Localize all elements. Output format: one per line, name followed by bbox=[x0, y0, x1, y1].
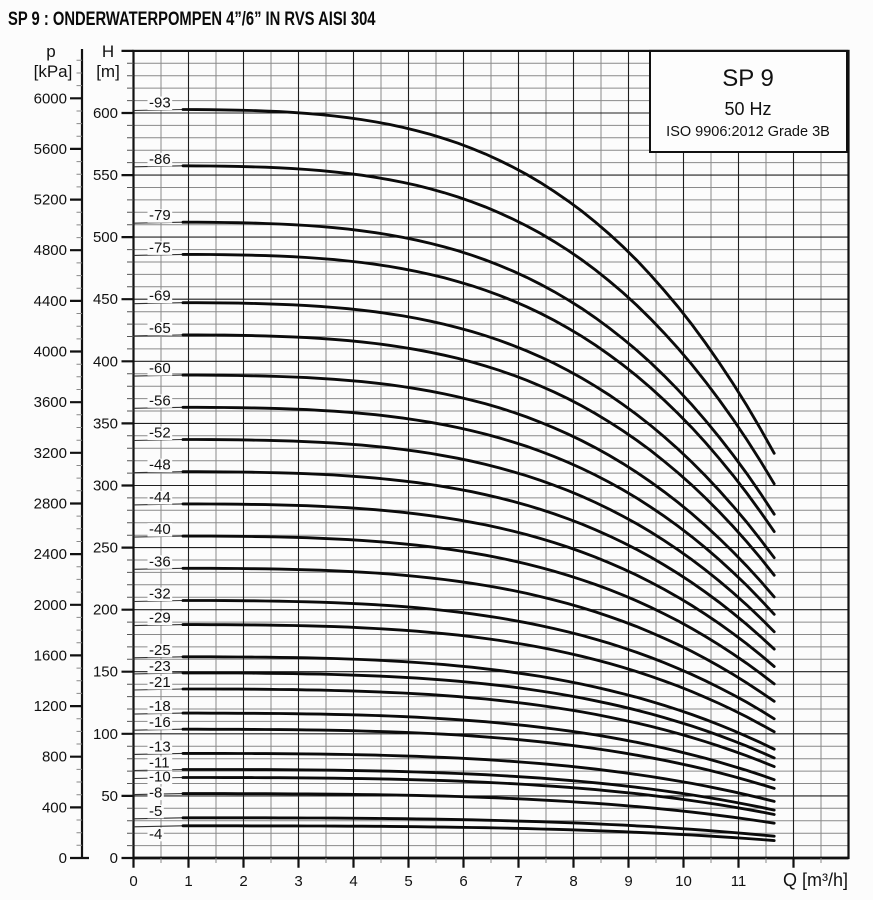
svg-text:0: 0 bbox=[110, 850, 118, 867]
svg-text:350: 350 bbox=[93, 415, 118, 432]
svg-text:SP 9: SP 9 bbox=[722, 65, 774, 92]
svg-text:11: 11 bbox=[731, 873, 747, 890]
svg-text:400: 400 bbox=[42, 799, 67, 816]
svg-text:Q [m³/h]: Q [m³/h] bbox=[783, 870, 848, 890]
svg-text:0: 0 bbox=[59, 850, 67, 867]
svg-text:1200: 1200 bbox=[34, 698, 67, 715]
svg-text:-44: -44 bbox=[149, 489, 171, 506]
svg-text:-52: -52 bbox=[149, 425, 171, 442]
svg-text:-32: -32 bbox=[149, 586, 171, 603]
svg-text:-75: -75 bbox=[149, 239, 171, 256]
svg-text:5600: 5600 bbox=[34, 141, 67, 158]
svg-text:-21: -21 bbox=[149, 674, 171, 691]
svg-text:3: 3 bbox=[294, 873, 302, 890]
svg-text:250: 250 bbox=[93, 540, 118, 557]
svg-text:2: 2 bbox=[239, 873, 247, 890]
svg-text:[kPa]: [kPa] bbox=[34, 62, 73, 81]
svg-text:9: 9 bbox=[624, 873, 632, 890]
svg-text:5200: 5200 bbox=[34, 192, 67, 209]
svg-text:-36: -36 bbox=[149, 553, 171, 570]
svg-text:450: 450 bbox=[93, 291, 118, 308]
svg-text:-13: -13 bbox=[149, 738, 171, 755]
svg-text:7: 7 bbox=[514, 873, 522, 890]
svg-text:-11: -11 bbox=[149, 755, 170, 772]
svg-text:150: 150 bbox=[93, 664, 118, 681]
svg-text:-40: -40 bbox=[149, 521, 171, 538]
svg-text:-16: -16 bbox=[149, 714, 171, 731]
svg-text:0: 0 bbox=[129, 873, 137, 890]
svg-text:-48: -48 bbox=[149, 457, 171, 474]
svg-text:-60: -60 bbox=[149, 360, 171, 377]
svg-text:-25: -25 bbox=[149, 642, 171, 659]
svg-text:-86: -86 bbox=[149, 151, 171, 168]
svg-text:600: 600 bbox=[93, 105, 118, 122]
svg-text:800: 800 bbox=[42, 749, 67, 766]
svg-text:-23: -23 bbox=[149, 658, 171, 675]
svg-text:550: 550 bbox=[93, 167, 118, 184]
svg-text:-56: -56 bbox=[149, 392, 171, 409]
svg-text:-65: -65 bbox=[149, 320, 171, 337]
svg-text:4800: 4800 bbox=[34, 242, 67, 259]
svg-text:-69: -69 bbox=[149, 288, 171, 305]
svg-text:p: p bbox=[46, 42, 55, 61]
svg-text:-8: -8 bbox=[149, 785, 162, 802]
svg-text:-18: -18 bbox=[149, 698, 171, 715]
svg-text:-5: -5 bbox=[149, 803, 162, 820]
svg-text:50: 50 bbox=[101, 788, 118, 805]
svg-text:4000: 4000 bbox=[34, 344, 67, 361]
svg-text:ISO 9906:2012 Grade 3B: ISO 9906:2012 Grade 3B bbox=[666, 124, 830, 140]
svg-text:6: 6 bbox=[459, 873, 467, 890]
svg-text:10: 10 bbox=[675, 873, 692, 890]
svg-text:4400: 4400 bbox=[34, 293, 67, 310]
svg-text:2400: 2400 bbox=[34, 546, 67, 563]
svg-text:8: 8 bbox=[569, 873, 577, 890]
svg-text:50 Hz: 50 Hz bbox=[724, 99, 771, 119]
svg-text:H: H bbox=[102, 42, 114, 61]
svg-text:300: 300 bbox=[93, 478, 118, 495]
svg-text:400: 400 bbox=[93, 353, 118, 370]
svg-text:2000: 2000 bbox=[34, 597, 67, 614]
svg-text:2800: 2800 bbox=[34, 496, 67, 513]
svg-text:5: 5 bbox=[404, 873, 412, 890]
svg-text:1600: 1600 bbox=[34, 647, 67, 664]
svg-text:4: 4 bbox=[349, 873, 357, 890]
svg-text:200: 200 bbox=[93, 602, 118, 619]
svg-text:1: 1 bbox=[184, 873, 192, 890]
svg-text:-29: -29 bbox=[149, 610, 171, 627]
svg-text:3600: 3600 bbox=[34, 394, 67, 411]
svg-text:[m]: [m] bbox=[96, 62, 120, 81]
svg-text:-4: -4 bbox=[149, 826, 162, 843]
svg-text:-93: -93 bbox=[149, 95, 171, 112]
svg-text:3200: 3200 bbox=[34, 445, 67, 462]
svg-text:-79: -79 bbox=[149, 207, 171, 224]
svg-text:-10: -10 bbox=[149, 769, 171, 786]
svg-text:100: 100 bbox=[93, 726, 118, 743]
svg-text:6000: 6000 bbox=[34, 90, 67, 107]
svg-text:500: 500 bbox=[93, 229, 118, 246]
